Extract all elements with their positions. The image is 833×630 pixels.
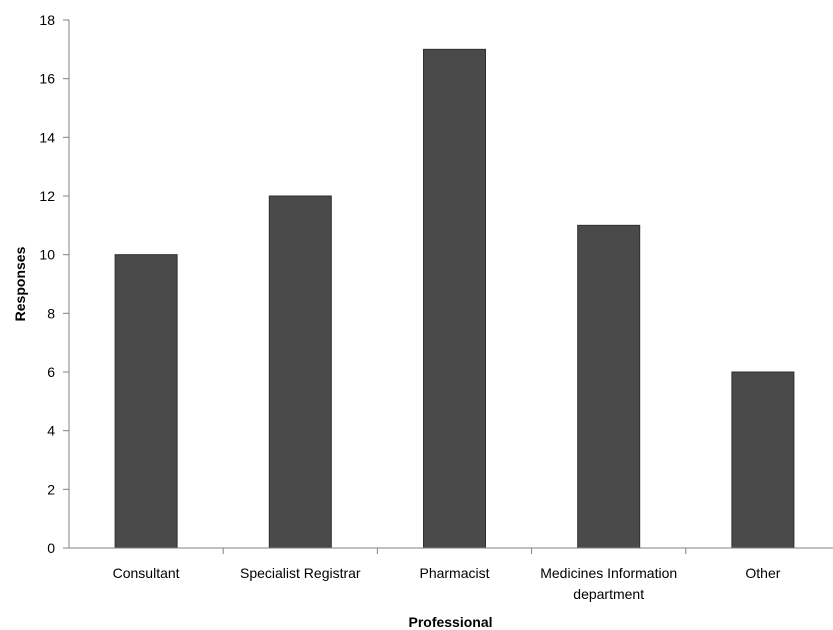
y-tick-label: 8 <box>47 305 55 321</box>
y-tick-label: 10 <box>39 247 55 263</box>
x-tick-label-line: Other <box>745 565 780 581</box>
bars <box>114 48 795 549</box>
bar <box>114 254 178 549</box>
x-tick-label-line: Pharmacist <box>419 565 489 581</box>
bar <box>731 371 795 549</box>
y-tick-label: 4 <box>47 423 55 439</box>
x-tick-label: Specialist Registrar <box>240 565 361 581</box>
x-tick-label-line: Consultant <box>113 565 180 581</box>
y-tick-label: 0 <box>47 540 55 556</box>
y-tick-label: 12 <box>39 188 55 204</box>
x-tick-label: Medicines Information department <box>540 565 677 602</box>
y-tick-label: 6 <box>47 364 55 380</box>
bar <box>423 48 486 549</box>
y-axis-title: Responses <box>12 246 28 321</box>
y-tick-label: 14 <box>39 129 55 145</box>
x-tick-label-line: Medicines Information <box>540 565 677 581</box>
x-tick-label-line: department <box>573 586 644 602</box>
y-tick-label: 18 <box>39 12 55 28</box>
x-tick-label: Other <box>745 565 780 581</box>
y-axis-ticks: 0 2 4 6 8 10 12 14 16 18 <box>39 12 69 556</box>
x-tick-label: Consultant <box>113 565 180 581</box>
bar <box>268 195 332 549</box>
y-tick-label: 2 <box>47 481 55 497</box>
x-tick-label: Pharmacist <box>419 565 489 581</box>
x-tick-label-line: Specialist Registrar <box>240 565 361 581</box>
bar <box>577 224 641 549</box>
x-axis-ticks: Consultant Specialist Registrar Pharmacist… <box>113 548 781 602</box>
x-axis-title: Professional <box>408 614 492 630</box>
y-tick-label: 16 <box>39 71 55 87</box>
